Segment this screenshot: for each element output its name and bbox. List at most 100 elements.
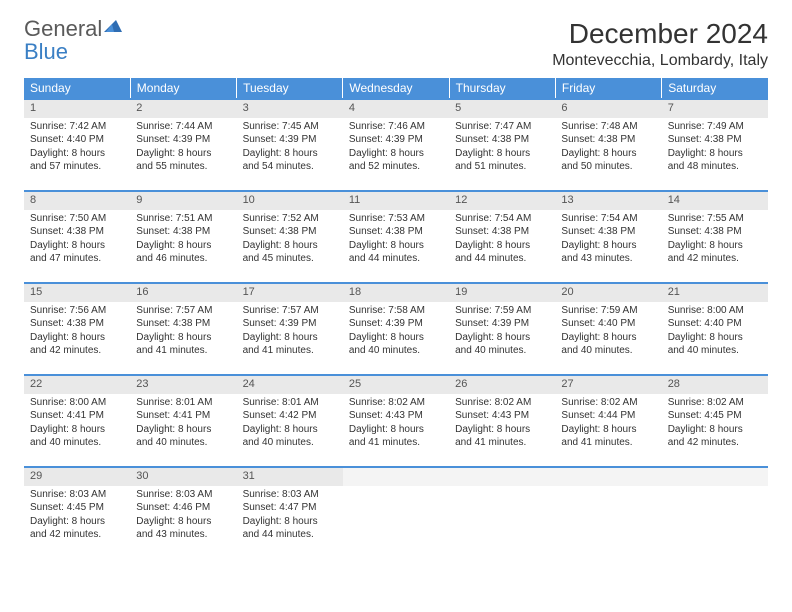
- day-body: Sunrise: 8:00 AMSunset: 4:41 PMDaylight:…: [24, 394, 130, 457]
- daylight-text: Daylight: 8 hours: [243, 332, 337, 345]
- sunrise-text: Sunrise: 8:03 AM: [30, 489, 124, 502]
- sunset-text: Sunset: 4:46 PM: [136, 502, 230, 515]
- day-body: Sunrise: 7:44 AMSunset: 4:39 PMDaylight:…: [130, 118, 236, 181]
- daylight-text: Daylight: 8 hours: [455, 240, 549, 253]
- day-cell: 21Sunrise: 8:00 AMSunset: 4:40 PMDayligh…: [662, 283, 768, 375]
- daylight-text: Daylight: 8 hours: [30, 516, 124, 529]
- day-body: Sunrise: 7:42 AMSunset: 4:40 PMDaylight:…: [24, 118, 130, 181]
- sunrise-text: Sunrise: 8:03 AM: [243, 489, 337, 502]
- daylight-text: Daylight: 8 hours: [668, 332, 762, 345]
- sunset-text: Sunset: 4:38 PM: [561, 226, 655, 239]
- daylight-text: Daylight: 8 hours: [455, 148, 549, 161]
- sunset-text: Sunset: 4:38 PM: [455, 226, 549, 239]
- logo-text-blue: Blue: [24, 39, 68, 64]
- day-body: Sunrise: 7:57 AMSunset: 4:38 PMDaylight:…: [130, 302, 236, 365]
- daylight-text: and 41 minutes.: [243, 345, 337, 358]
- sunset-text: Sunset: 4:45 PM: [668, 410, 762, 423]
- day-body: Sunrise: 7:47 AMSunset: 4:38 PMDaylight:…: [449, 118, 555, 181]
- sunrise-text: Sunrise: 7:44 AM: [136, 121, 230, 134]
- sunset-text: Sunset: 4:38 PM: [668, 134, 762, 147]
- month-title: December 2024: [552, 18, 768, 50]
- sunset-text: Sunset: 4:38 PM: [30, 318, 124, 331]
- day-cell: 25Sunrise: 8:02 AMSunset: 4:43 PMDayligh…: [343, 375, 449, 467]
- sunrise-text: Sunrise: 7:56 AM: [30, 305, 124, 318]
- day-number: 3: [237, 100, 343, 118]
- day-cell: 28Sunrise: 8:02 AMSunset: 4:45 PMDayligh…: [662, 375, 768, 467]
- sunset-text: Sunset: 4:38 PM: [668, 226, 762, 239]
- calendar-week-row: 22Sunrise: 8:00 AMSunset: 4:41 PMDayligh…: [24, 375, 768, 467]
- sunrise-text: Sunrise: 8:02 AM: [349, 397, 443, 410]
- daylight-text: Daylight: 8 hours: [349, 148, 443, 161]
- day-body: Sunrise: 7:49 AMSunset: 4:38 PMDaylight:…: [662, 118, 768, 181]
- sunrise-text: Sunrise: 7:53 AM: [349, 213, 443, 226]
- daylight-text: and 42 minutes.: [668, 253, 762, 266]
- daylight-text: and 44 minutes.: [243, 529, 337, 542]
- day-number: 16: [130, 284, 236, 302]
- sunrise-text: Sunrise: 7:57 AM: [136, 305, 230, 318]
- sunrise-text: Sunrise: 7:54 AM: [561, 213, 655, 226]
- day-cell: 31Sunrise: 8:03 AMSunset: 4:47 PMDayligh…: [237, 467, 343, 559]
- daylight-text: and 52 minutes.: [349, 161, 443, 174]
- sunset-text: Sunset: 4:39 PM: [349, 318, 443, 331]
- day-body: Sunrise: 8:01 AMSunset: 4:42 PMDaylight:…: [237, 394, 343, 457]
- day-body: Sunrise: 8:02 AMSunset: 4:43 PMDaylight:…: [449, 394, 555, 457]
- daylight-text: and 57 minutes.: [30, 161, 124, 174]
- day-cell: 19Sunrise: 7:59 AMSunset: 4:39 PMDayligh…: [449, 283, 555, 375]
- dow-header: Wednesday: [343, 78, 449, 99]
- daylight-text: and 50 minutes.: [561, 161, 655, 174]
- day-body: Sunrise: 7:52 AMSunset: 4:38 PMDaylight:…: [237, 210, 343, 273]
- sunrise-text: Sunrise: 8:02 AM: [668, 397, 762, 410]
- day-body: Sunrise: 7:53 AMSunset: 4:38 PMDaylight:…: [343, 210, 449, 273]
- sunset-text: Sunset: 4:43 PM: [455, 410, 549, 423]
- daylight-text: and 42 minutes.: [30, 345, 124, 358]
- day-number: 2: [130, 100, 236, 118]
- daylight-text: Daylight: 8 hours: [455, 424, 549, 437]
- daylight-text: Daylight: 8 hours: [243, 516, 337, 529]
- day-cell: 16Sunrise: 7:57 AMSunset: 4:38 PMDayligh…: [130, 283, 236, 375]
- day-number: 26: [449, 376, 555, 394]
- title-block: December 2024 Montevecchia, Lombardy, It…: [552, 18, 768, 70]
- sunrise-text: Sunrise: 8:03 AM: [136, 489, 230, 502]
- day-number: 5: [449, 100, 555, 118]
- day-body: Sunrise: 7:58 AMSunset: 4:39 PMDaylight:…: [343, 302, 449, 365]
- daylight-text: Daylight: 8 hours: [30, 240, 124, 253]
- day-body: Sunrise: 8:01 AMSunset: 4:41 PMDaylight:…: [130, 394, 236, 457]
- day-cell: 14Sunrise: 7:55 AMSunset: 4:38 PMDayligh…: [662, 191, 768, 283]
- sunrise-text: Sunrise: 7:42 AM: [30, 121, 124, 134]
- day-body: Sunrise: 8:00 AMSunset: 4:40 PMDaylight:…: [662, 302, 768, 365]
- day-body: Sunrise: 7:59 AMSunset: 4:39 PMDaylight:…: [449, 302, 555, 365]
- daylight-text: Daylight: 8 hours: [30, 148, 124, 161]
- sunset-text: Sunset: 4:38 PM: [136, 226, 230, 239]
- day-body: Sunrise: 8:02 AMSunset: 4:44 PMDaylight:…: [555, 394, 661, 457]
- daylight-text: Daylight: 8 hours: [136, 148, 230, 161]
- daylight-text: and 47 minutes.: [30, 253, 124, 266]
- day-cell: 7Sunrise: 7:49 AMSunset: 4:38 PMDaylight…: [662, 99, 768, 191]
- daylight-text: Daylight: 8 hours: [30, 332, 124, 345]
- daylight-text: Daylight: 8 hours: [136, 424, 230, 437]
- day-number: 13: [555, 192, 661, 210]
- daylight-text: and 40 minutes.: [136, 437, 230, 450]
- day-number: 7: [662, 100, 768, 118]
- daylight-text: Daylight: 8 hours: [30, 424, 124, 437]
- day-body: Sunrise: 7:56 AMSunset: 4:38 PMDaylight:…: [24, 302, 130, 365]
- day-number: 17: [237, 284, 343, 302]
- day-number: 12: [449, 192, 555, 210]
- sunset-text: Sunset: 4:41 PM: [136, 410, 230, 423]
- sunset-text: Sunset: 4:43 PM: [349, 410, 443, 423]
- day-number: 27: [555, 376, 661, 394]
- day-number: 4: [343, 100, 449, 118]
- day-body: Sunrise: 8:02 AMSunset: 4:45 PMDaylight:…: [662, 394, 768, 457]
- day-number: 28: [662, 376, 768, 394]
- day-number: [343, 468, 449, 486]
- day-cell: 17Sunrise: 7:57 AMSunset: 4:39 PMDayligh…: [237, 283, 343, 375]
- daylight-text: and 41 minutes.: [136, 345, 230, 358]
- day-cell: [555, 467, 661, 559]
- dow-header: Tuesday: [237, 78, 343, 99]
- sunrise-text: Sunrise: 7:52 AM: [243, 213, 337, 226]
- sunrise-text: Sunrise: 7:57 AM: [243, 305, 337, 318]
- sunrise-text: Sunrise: 8:02 AM: [561, 397, 655, 410]
- sunset-text: Sunset: 4:45 PM: [30, 502, 124, 515]
- day-number: 9: [130, 192, 236, 210]
- daylight-text: and 40 minutes.: [455, 345, 549, 358]
- sunrise-text: Sunrise: 8:02 AM: [455, 397, 549, 410]
